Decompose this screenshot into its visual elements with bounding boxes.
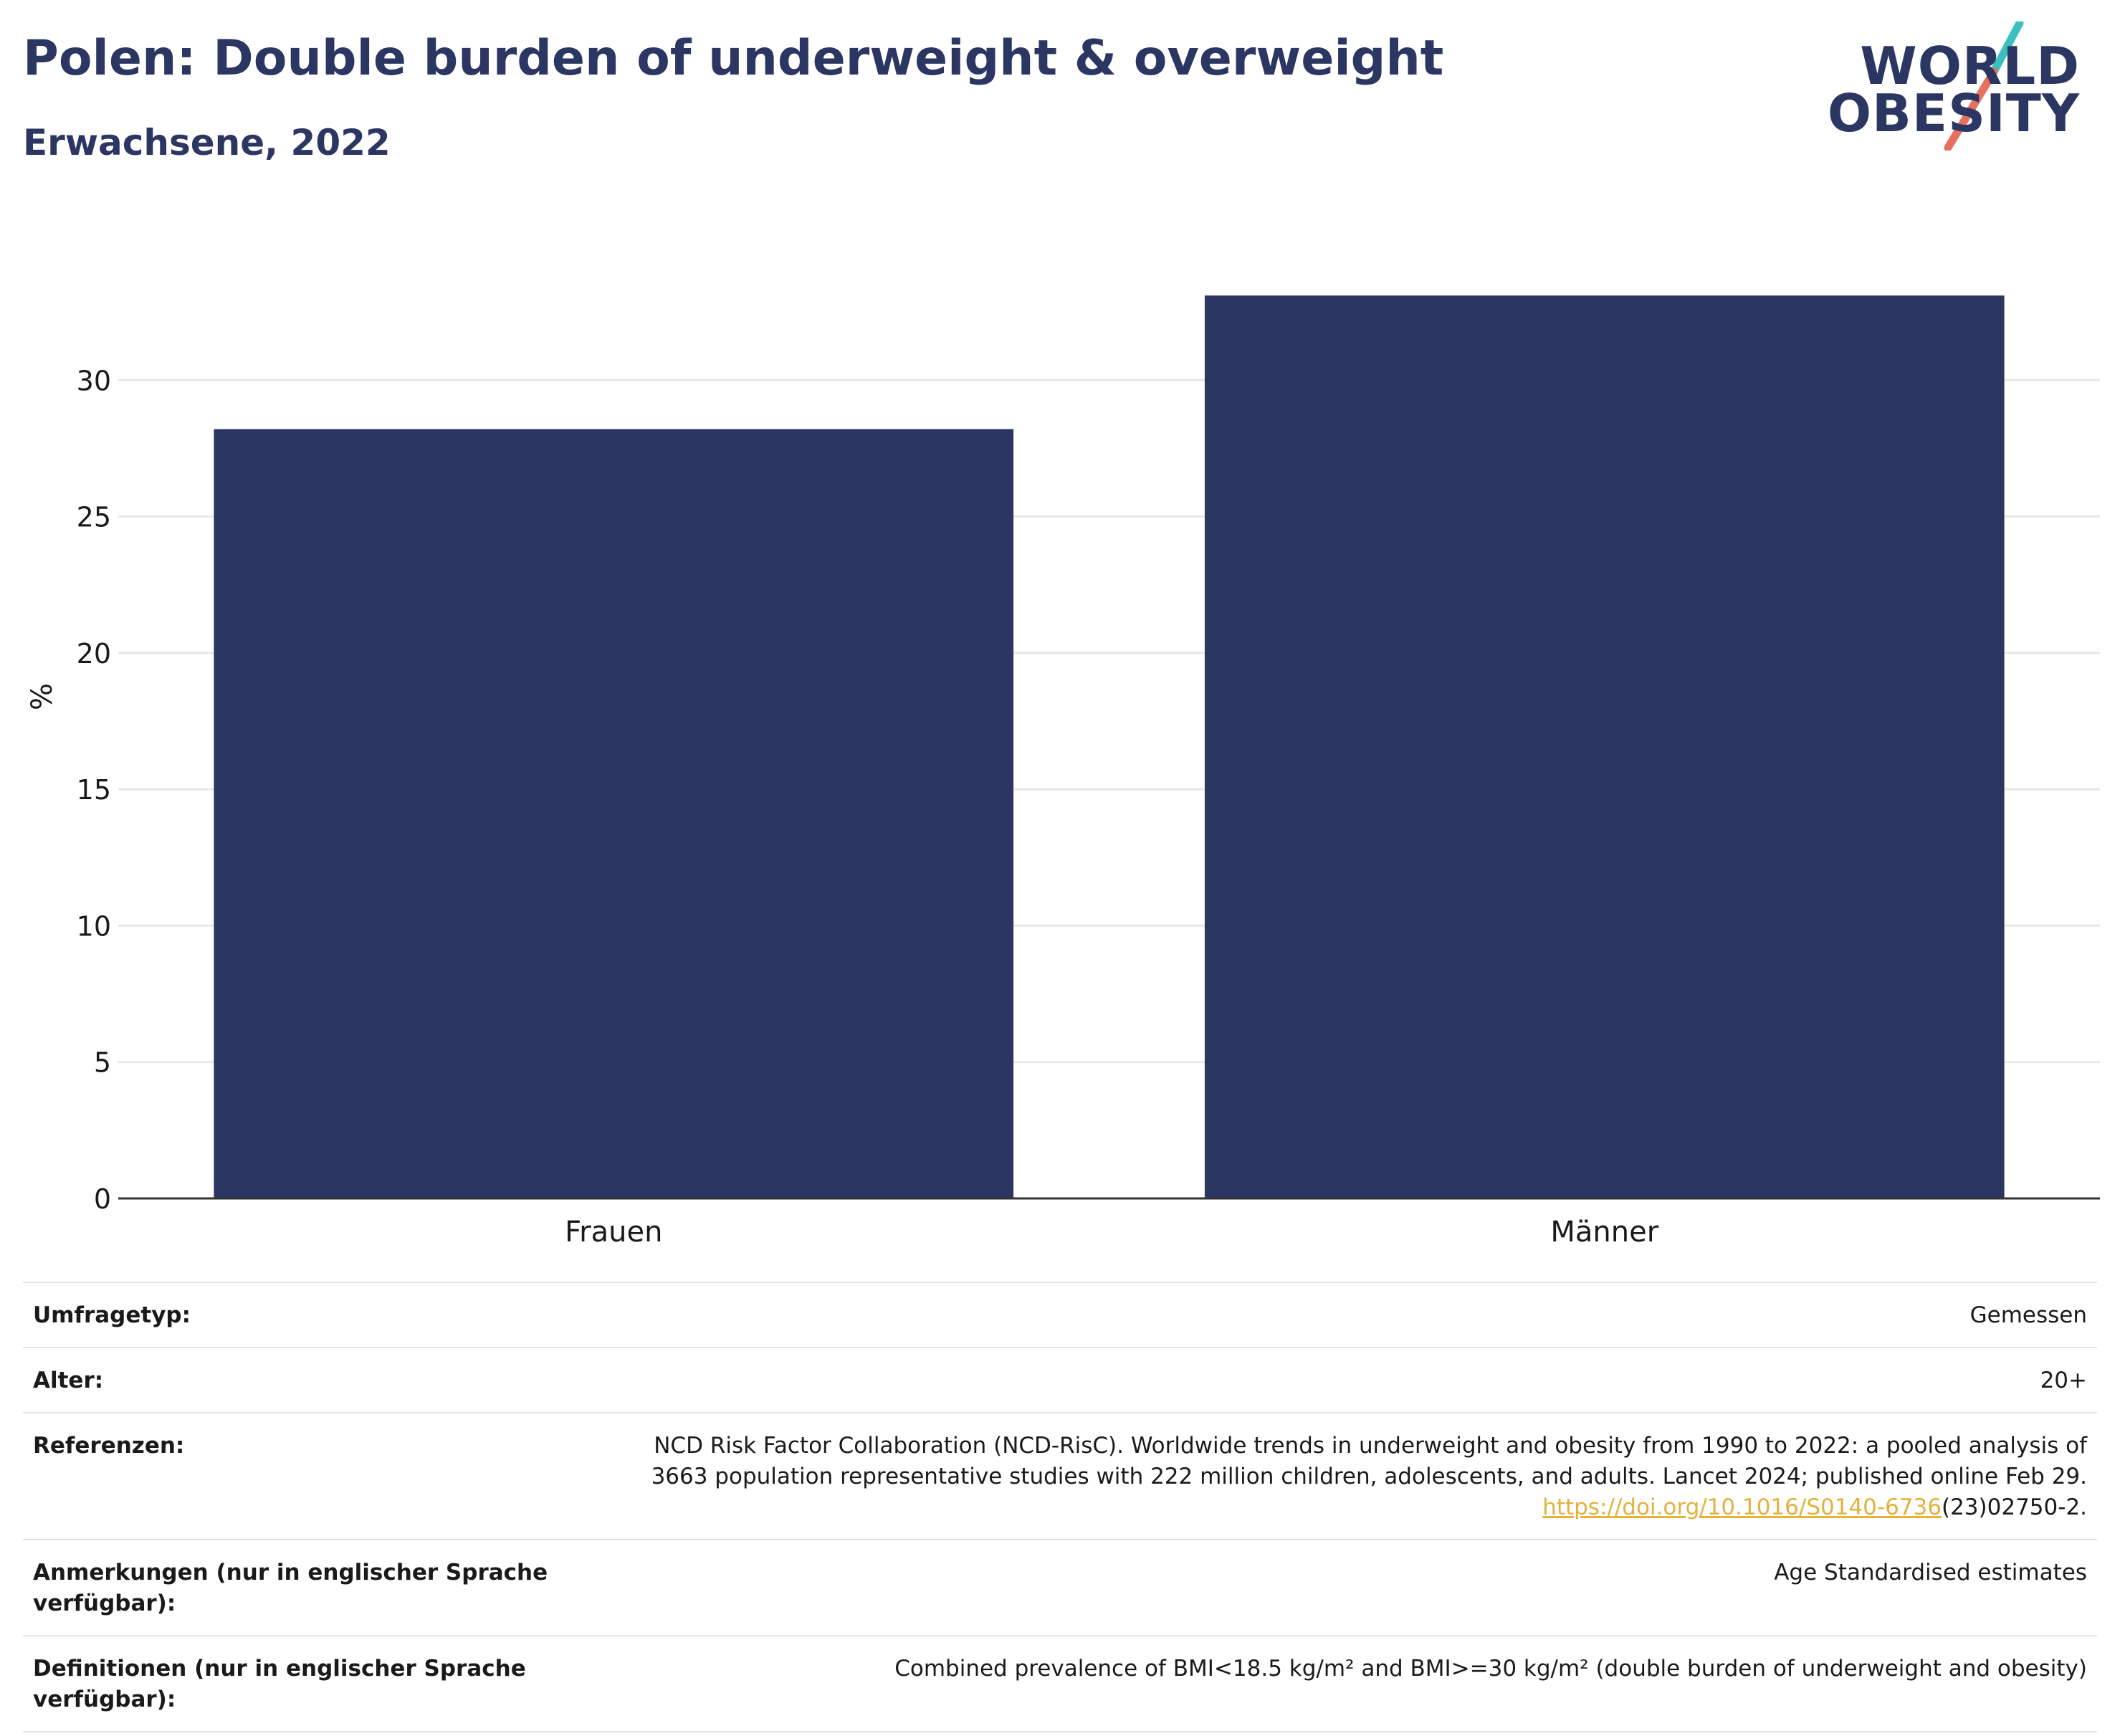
y-tick-label: 0 xyxy=(94,1183,111,1215)
y-tick-label: 15 xyxy=(77,774,111,806)
logo-slash-icon xyxy=(1944,22,2024,151)
meta-label: Referenzen: xyxy=(33,1433,185,1459)
meta-row-age: Alter: 20+ xyxy=(23,1348,2097,1413)
meta-label: Alter: xyxy=(33,1368,104,1393)
y-tick-label: 25 xyxy=(77,502,111,533)
world-obesity-logo: WORLD OBESITY xyxy=(1828,22,2100,151)
meta-label: Definitionen (nur in englischer Sprache … xyxy=(33,1656,526,1712)
y-tick-label: 30 xyxy=(77,365,111,396)
axes: 0 5 10 15 20 25 30 Frauen Männer xyxy=(77,365,2100,1249)
meta-value: Combined prevalence of BMI<18.5 kg/m² an… xyxy=(894,1656,2087,1682)
meta-row-notes: Anmerkungen (nur in englischer Sprache v… xyxy=(23,1540,2097,1636)
metadata-table: Umfragetyp: Gemessen Alter: 20+ Referenz… xyxy=(23,1282,2097,1732)
meta-row-references: Referenzen: NCD Risk Factor Collaboratio… xyxy=(23,1413,2097,1540)
reference-doi-link[interactable]: https://doi.org/10.1016/S0140-6736 xyxy=(1542,1494,1942,1520)
bar-männer xyxy=(1204,295,2005,1198)
meta-row-survey-type: Umfragetyp: Gemessen xyxy=(23,1283,2097,1348)
meta-row-definitions: Definitionen (nur in englischer Sprache … xyxy=(23,1636,2097,1732)
reference-text-line-1: NCD Risk Factor Collaboration (NCD-RisC)… xyxy=(654,1433,2087,1459)
bar-chart: 0 5 10 15 20 25 30 Frauen Männer % xyxy=(26,295,2100,1249)
page-title: Polen: Double burden of underweight & ov… xyxy=(23,30,1444,87)
logo-word-obesity: OBESITY xyxy=(1827,83,2080,143)
x-tick-label: Frauen xyxy=(565,1216,662,1249)
y-tick-label: 20 xyxy=(77,638,111,669)
meta-value: Gemessen xyxy=(1969,1302,2087,1328)
page-subtitle: Erwachsene, 2022 xyxy=(23,122,391,163)
meta-value: Age Standardised estimates xyxy=(1774,1560,2087,1585)
meta-label: Umfragetyp: xyxy=(33,1302,191,1328)
x-tick-label: Männer xyxy=(1550,1216,1658,1249)
y-tick-label: 10 xyxy=(77,910,111,942)
y-axis-label: % xyxy=(26,683,59,710)
bars xyxy=(214,295,2005,1198)
bar-frauen xyxy=(214,429,1014,1198)
reference-text-line-2: 3663 population representative studies w… xyxy=(651,1464,2087,1489)
meta-label: Anmerkungen (nur in englischer Sprache v… xyxy=(33,1560,548,1616)
meta-value: 20+ xyxy=(2040,1368,2087,1393)
y-tick-label: 5 xyxy=(94,1047,111,1079)
logo-word-world: WORLD xyxy=(1860,36,2080,96)
meta-value: NCD Risk Factor Collaboration (NCD-RisC)… xyxy=(651,1431,2087,1523)
reference-doi-suffix: (23)02750-2. xyxy=(1941,1494,2087,1520)
